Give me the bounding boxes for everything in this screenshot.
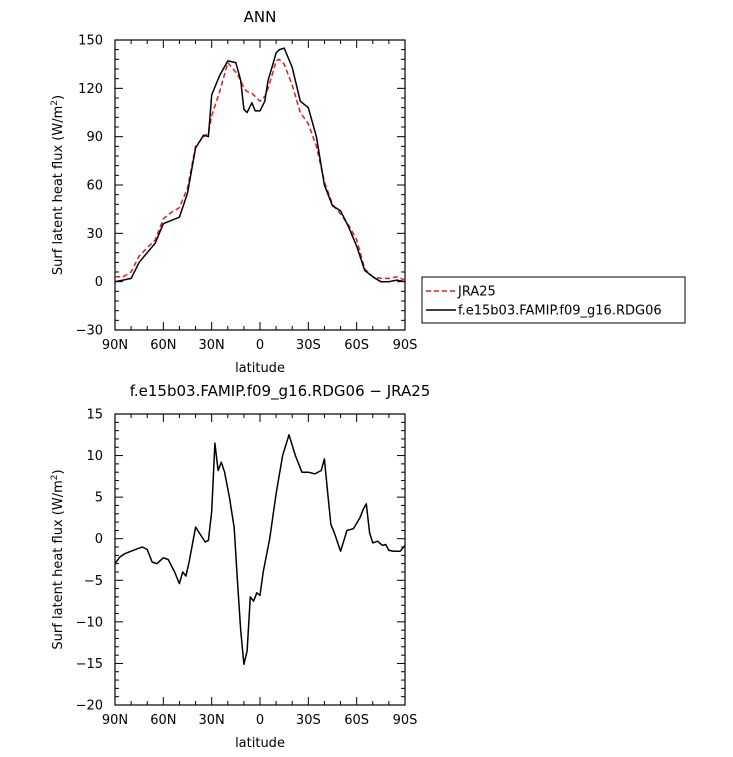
y-tick-label: 0 [95, 275, 103, 290]
x-tick-label: 90N [102, 338, 128, 353]
y-tick-label: 30 [86, 227, 103, 242]
x-tick-label: 30S [296, 338, 321, 353]
legend-box [421, 276, 686, 324]
x-tick-label: 60N [150, 338, 176, 353]
x-tick-label: 0 [256, 338, 264, 353]
x-tick-label: 30N [199, 713, 225, 728]
chart-panel-2: −20 −15 −10 −5 0 5 10 15 90N 60N 30N 0 30S 60S 90S f.e1… [50, 382, 430, 751]
legend-label: JRA25 [457, 285, 496, 300]
y-tick-label: 90 [86, 130, 103, 145]
y-tick-label: 120 [78, 82, 103, 97]
y-tick-label: 150 [78, 34, 103, 49]
chart-title: f.e15b03.FAMIP.f09_g16.RDG06 − JRA25 [130, 382, 431, 401]
plot-frame [114, 413, 406, 706]
legend-label: f.e15b03.FAMIP.f09_g16.RDG06 [458, 304, 662, 319]
x-tick-label: 60S [344, 338, 369, 353]
x-tick-label: 30N [199, 338, 225, 353]
series-line-jra25 [115, 58, 406, 281]
y-tick-label: 10 [86, 449, 103, 464]
plot-frame [114, 39, 406, 331]
x-tick-label: 30S [296, 713, 321, 728]
legend: JRA25 f.e15b03.FAMIP.f09_g16.RDG06 [421, 276, 686, 324]
y-tick-label: −15 [76, 657, 103, 672]
x-tick-label: 90S [393, 338, 418, 353]
x-axis-label: latitude [235, 736, 285, 751]
x-tick-label: 90S [393, 713, 418, 728]
chart-title: ANN [244, 8, 277, 26]
y-axis-label: Surf latent heat flux (W/m2) [50, 95, 66, 275]
x-tick-label: 60N [150, 713, 176, 728]
y-tick-label: −5 [84, 574, 103, 589]
y-tick-label: 15 [86, 408, 103, 423]
x-tick-label: 90N [102, 713, 128, 728]
chart-panel-1: −30 0 30 60 90 120 150 90N 60N 30N 0 30S 60S 90S ANN la… [50, 8, 686, 376]
y-tick-label: −20 [76, 699, 103, 714]
y-tick-label: 0 [95, 532, 103, 547]
y-tick-label: −10 [76, 615, 103, 630]
y-tick-label: 60 [86, 179, 103, 194]
series-line-f-e15b03-famip-f09-g16-rdg06 [114, 47, 406, 283]
x-tick-label: 60S [344, 713, 369, 728]
y-axis-label: Surf latent heat flux (W/m2) [50, 469, 66, 649]
x-tick-label: 0 [256, 713, 264, 728]
x-axis-label: latitude [235, 361, 285, 376]
y-tick-label: 5 [95, 491, 103, 506]
series-line-difference [114, 434, 406, 666]
y-tick-label: −30 [76, 324, 103, 339]
